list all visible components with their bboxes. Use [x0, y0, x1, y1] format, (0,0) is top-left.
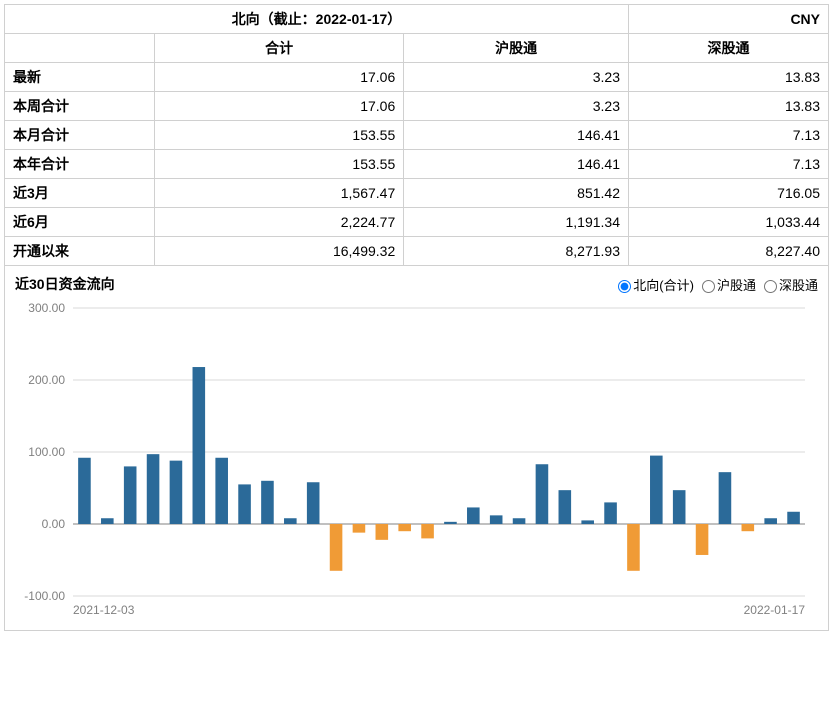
table-row: 本年合计153.55146.417.13	[5, 150, 829, 179]
chart-bar	[215, 458, 228, 524]
chart-bar	[490, 515, 503, 524]
chart-bar	[170, 461, 183, 524]
chart-bar	[696, 524, 709, 555]
table-row: 本月合计153.55146.417.13	[5, 121, 829, 150]
chart-bar	[604, 502, 617, 524]
row-value: 17.06	[155, 63, 404, 92]
row-value: 153.55	[155, 121, 404, 150]
chart-radio-label: 北向(合计)	[633, 278, 694, 293]
chart-radio-input[interactable]	[764, 280, 777, 293]
row-value: 3.23	[404, 63, 629, 92]
chart-bar	[719, 472, 732, 524]
row-label: 近3月	[5, 179, 155, 208]
chart-bar	[284, 518, 297, 524]
row-label: 本年合计	[5, 150, 155, 179]
row-value: 1,567.47	[155, 179, 404, 208]
chart-bar	[764, 518, 777, 524]
row-value: 146.41	[404, 150, 629, 179]
chart-radio-group: 北向(合计) 沪股通 深股通	[610, 275, 818, 294]
row-value: 716.05	[629, 179, 829, 208]
flow-bar-chart: -100.00 0.00 100.00 200.00 300.00 2021-12-03 2…	[15, 300, 815, 620]
chart-section: 近30日资金流向 北向(合计) 沪股通 深股通 -100.00 0.00 100.00 2…	[4, 265, 829, 631]
chart-radio-input[interactable]	[618, 280, 631, 293]
row-value: 17.06	[155, 92, 404, 121]
chart-bar	[627, 524, 640, 571]
svg-text:300.00: 300.00	[28, 301, 65, 315]
chart-bar	[444, 522, 457, 524]
flow-table: 北向（截止：2022-01-17） CNY 合计 沪股通 深股通 最新17.06…	[4, 4, 829, 266]
table-currency: CNY	[629, 5, 829, 34]
col-blank	[5, 34, 155, 63]
chart-bar	[559, 490, 572, 524]
chart-bar	[124, 466, 137, 524]
chart-bar	[467, 507, 480, 524]
table-row: 近6月2,224.771,191.341,033.44	[5, 208, 829, 237]
row-value: 7.13	[629, 121, 829, 150]
chart-bar	[398, 524, 411, 531]
chart-bar	[147, 454, 160, 524]
chart-radio-input[interactable]	[702, 280, 715, 293]
row-value: 2,224.77	[155, 208, 404, 237]
row-value: 8,271.93	[404, 237, 629, 266]
row-value: 146.41	[404, 121, 629, 150]
row-label: 近6月	[5, 208, 155, 237]
x-start-label: 2021-12-03	[73, 603, 135, 617]
row-value: 851.42	[404, 179, 629, 208]
svg-text:100.00: 100.00	[28, 445, 65, 459]
svg-text:0.00: 0.00	[42, 517, 66, 531]
table-title: 北向（截止：2022-01-17）	[5, 5, 629, 34]
chart-bar	[261, 481, 274, 524]
svg-text:200.00: 200.00	[28, 373, 65, 387]
col-sz: 深股通	[629, 34, 829, 63]
chart-bar	[581, 520, 594, 524]
row-value: 7.13	[629, 150, 829, 179]
chart-radio-option[interactable]: 北向(合计)	[612, 278, 694, 293]
chart-bar	[787, 512, 800, 524]
chart-bar	[101, 518, 114, 524]
col-total: 合计	[155, 34, 404, 63]
col-sh: 沪股通	[404, 34, 629, 63]
chart-bar	[650, 456, 663, 524]
row-label: 本月合计	[5, 121, 155, 150]
row-value: 8,227.40	[629, 237, 829, 266]
chart-bar	[330, 524, 343, 571]
chart-radio-option[interactable]: 沪股通	[696, 278, 756, 293]
row-label: 开通以来	[5, 237, 155, 266]
table-row: 最新17.063.2313.83	[5, 63, 829, 92]
chart-bar	[238, 484, 251, 524]
row-value: 1,033.44	[629, 208, 829, 237]
row-value: 1,191.34	[404, 208, 629, 237]
chart-radio-label: 深股通	[779, 278, 818, 293]
x-end-label: 2022-01-17	[744, 603, 806, 617]
chart-bar	[513, 518, 526, 524]
chart-bar	[536, 464, 549, 524]
chart-radio-label: 沪股通	[717, 278, 756, 293]
row-value: 16,499.32	[155, 237, 404, 266]
chart-bar	[193, 367, 206, 524]
row-label: 最新	[5, 63, 155, 92]
row-value: 3.23	[404, 92, 629, 121]
chart-bar	[421, 524, 434, 538]
svg-text:-100.00: -100.00	[24, 589, 65, 603]
chart-radio-option[interactable]: 深股通	[758, 278, 818, 293]
chart-bar	[742, 524, 755, 531]
chart-bar	[376, 524, 389, 540]
row-label: 本周合计	[5, 92, 155, 121]
row-value: 13.83	[629, 63, 829, 92]
chart-title: 近30日资金流向	[15, 274, 115, 294]
table-row: 近3月1,567.47851.42716.05	[5, 179, 829, 208]
row-value: 13.83	[629, 92, 829, 121]
row-value: 153.55	[155, 150, 404, 179]
table-row: 本周合计17.063.2313.83	[5, 92, 829, 121]
chart-bar	[307, 482, 320, 524]
table-row: 开通以来16,499.328,271.938,227.40	[5, 237, 829, 266]
chart-bar	[673, 490, 686, 524]
chart-bar	[353, 524, 366, 533]
chart-bar	[78, 458, 91, 524]
